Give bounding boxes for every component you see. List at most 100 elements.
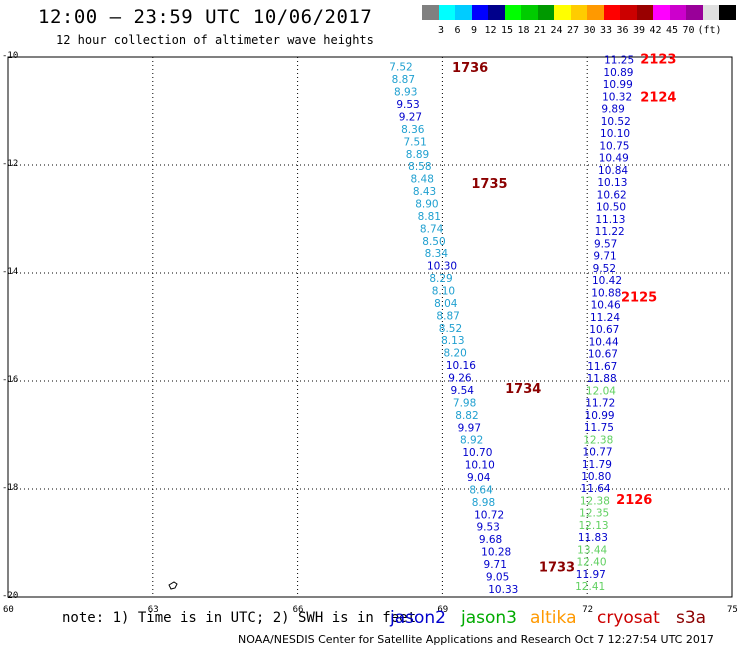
footer-note: note: 1) Time is in UTC; 2) SWH is in fe… [62, 610, 417, 626]
swh-value-east: 11.88 [587, 373, 617, 385]
legend-swatch [504, 5, 521, 20]
swh-value-east: 10.75 [599, 140, 629, 152]
legend-label: 18 [517, 25, 530, 36]
swh-value-east: 9.57 [594, 238, 617, 250]
swh-value-east: 9.71 [593, 251, 616, 263]
legend-swatch [521, 5, 538, 20]
swh-value-east: 12.40 [576, 557, 606, 569]
legend-swatch [653, 5, 670, 20]
swh-value-west: 8.74 [420, 223, 444, 235]
legend-swatch [471, 5, 488, 20]
pass-time-label: 2126 [616, 493, 652, 508]
swh-value-east: 13.44 [577, 544, 607, 556]
swh-value-east: 12.13 [579, 520, 609, 532]
swh-value-east: 11.24 [590, 312, 620, 324]
pass-time-label: 2123 [640, 53, 676, 68]
sat-jason2-label: jason2 [390, 608, 446, 628]
map-title: 12:00 – 23:59 UTC 10/06/2017 [38, 6, 373, 28]
swh-value-west: 8.87 [392, 74, 415, 86]
swh-value-east: 10.67 [588, 349, 618, 361]
lat-tick-label: -12 [2, 159, 19, 169]
swh-value-east: 12.38 [583, 434, 613, 446]
sat-cryosat-label: cryosat [597, 608, 660, 628]
swh-value-east: 10.62 [597, 189, 627, 201]
swh-value-west: 8.98 [472, 497, 495, 509]
legend-swatch [669, 5, 686, 20]
legend-label: 42 [649, 25, 662, 36]
legend-label: 45 [665, 25, 679, 36]
lon-tick-label: 60 [3, 605, 14, 615]
lat-tick-label: -14 [2, 267, 19, 277]
swh-value-west: 8.93 [394, 87, 417, 99]
swh-value-west: 8.82 [455, 410, 478, 422]
swh-value-east: 10.99 [603, 79, 633, 91]
legend-label: 39 [632, 25, 646, 36]
swh-value-west: 9.27 [399, 111, 422, 123]
legend-swatch [603, 5, 620, 20]
swh-value-east: 11.67 [587, 361, 617, 373]
legend-swatch [587, 5, 604, 20]
legend-swatch [620, 5, 637, 20]
swh-value-west: 8.10 [432, 286, 455, 298]
legend-swatch [537, 5, 554, 20]
swh-value-east: 11.97 [576, 569, 606, 581]
swh-value-west: 8.29 [429, 273, 452, 285]
swh-value-west: 9.71 [484, 559, 507, 571]
swh-value-east: 11.72 [585, 398, 615, 410]
lon-tick-label: 72 [582, 605, 594, 615]
lon-tick-label: 75 [727, 605, 738, 615]
swh-value-west: 9.26 [448, 373, 472, 385]
swh-value-west: 10.72 [474, 509, 504, 521]
swh-value-east: 10.42 [592, 275, 622, 287]
legend-label: 27 [566, 25, 580, 36]
legend-swatch [488, 5, 505, 20]
swh-value-west: 8.04 [434, 298, 458, 310]
pass-time-label: 1736 [452, 61, 488, 76]
legend-label: 21 [533, 25, 547, 36]
swh-value-east: 12.35 [579, 508, 609, 520]
swh-value-west: 8.87 [436, 310, 459, 322]
legend-swatch [554, 5, 571, 20]
swh-value-east: 10.44 [589, 336, 619, 348]
legend-label: 30 [583, 25, 596, 36]
pass-time-label: 1735 [471, 177, 507, 192]
swh-value-west: 8.43 [413, 186, 436, 198]
legend-label: 24 [550, 25, 563, 36]
swh-value-east: 10.13 [597, 177, 627, 189]
swh-value-west: 8.89 [406, 149, 429, 161]
swh-value-east: 11.25 [604, 55, 634, 67]
lon-tick-label: 66 [292, 605, 304, 615]
swh-value-west: 10.10 [465, 460, 495, 472]
swh-value-east: 12.41 [575, 581, 605, 593]
color-legend: 3 6 9 12 15 18 21 24 27 30 33 36 39 42 45 70 (ft) [422, 5, 738, 36]
swh-value-west: 9.04 [467, 472, 491, 484]
legend-label: 9 [470, 25, 478, 36]
lat-tick-label: -10 [2, 51, 19, 61]
legend-label: 70 [682, 25, 695, 36]
swh-value-east: 12.38 [580, 495, 610, 507]
legend-label: 3 [437, 25, 445, 36]
swh-value-east: 10.88 [591, 287, 621, 299]
swh-value-east: 11.79 [582, 459, 612, 471]
swh-value-east: 9.52 [593, 263, 616, 275]
swh-value-east: 11.64 [581, 483, 611, 495]
legend-swatch [686, 5, 703, 20]
lon-tick-label: 69 [437, 605, 449, 615]
swh-value-east: 10.67 [589, 324, 619, 336]
swh-value-west: 8.81 [418, 211, 441, 223]
swh-value-west: 9.68 [479, 534, 502, 546]
swh-value-east: 11.75 [584, 422, 614, 434]
pass-time-label: 1734 [505, 382, 541, 397]
swh-value-west: 10.28 [481, 547, 511, 559]
swh-value-west: 8.13 [441, 335, 464, 347]
swh-value-west: 10.70 [462, 447, 492, 459]
legend-swatch [422, 5, 439, 20]
pass-time-label: 1733 [539, 560, 575, 575]
swh-value-west: 8.50 [422, 236, 445, 248]
legend-label: (ft) [697, 25, 722, 36]
swh-value-east: 11.22 [595, 226, 625, 238]
swh-value-west: 8.36 [401, 124, 425, 136]
swh-value-east: 10.52 [601, 116, 631, 128]
swh-value-east: 10.89 [603, 67, 633, 79]
